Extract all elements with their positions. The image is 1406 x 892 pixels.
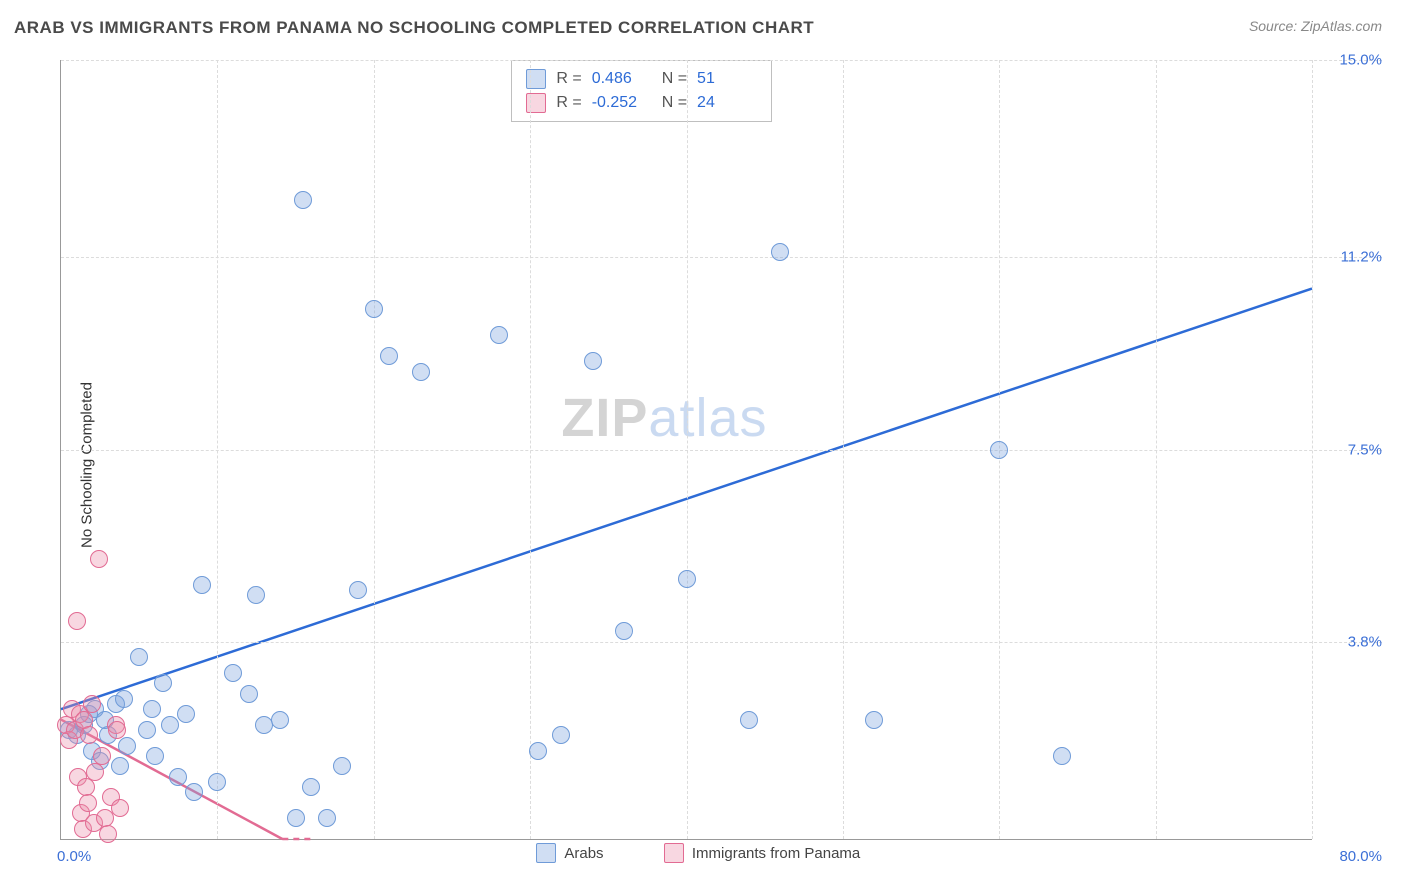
scatter-point <box>86 763 104 781</box>
scatter-point <box>529 742 547 760</box>
legend-item: Arabs <box>536 843 603 863</box>
scatter-point <box>333 757 351 775</box>
gridline-h <box>61 60 1382 61</box>
r-label: R = <box>556 94 581 112</box>
scatter-point <box>90 550 108 568</box>
gridline-v <box>217 60 218 839</box>
r-value: -0.252 <box>592 94 652 112</box>
legend-label: Arabs <box>564 845 603 862</box>
r-value: 0.486 <box>592 70 652 88</box>
chart-area: No Schooling Completed ZIPatlas R =0.486… <box>14 52 1392 878</box>
scatter-point <box>83 695 101 713</box>
r-label: R = <box>556 70 581 88</box>
scatter-point <box>552 726 570 744</box>
legend-swatch <box>664 843 684 863</box>
scatter-point <box>177 705 195 723</box>
gridline-v <box>374 60 375 839</box>
stat-row: R = -0.252 N = 24 <box>526 91 757 115</box>
chart-header: ARAB VS IMMIGRANTS FROM PANAMA NO SCHOOL… <box>0 0 1406 46</box>
gridline-v <box>530 60 531 839</box>
gridline-v <box>687 60 688 839</box>
scatter-point <box>193 576 211 594</box>
n-label: N = <box>662 70 687 88</box>
scatter-point <box>287 809 305 827</box>
scatter-point <box>365 300 383 318</box>
scatter-point <box>111 757 129 775</box>
scatter-point <box>318 809 336 827</box>
scatter-point <box>412 363 430 381</box>
scatter-point <box>185 783 203 801</box>
scatter-point <box>138 721 156 739</box>
scatter-point <box>80 726 98 744</box>
scatter-point <box>584 352 602 370</box>
scatter-point <box>99 825 117 843</box>
scatter-point <box>1053 747 1071 765</box>
scatter-point <box>865 711 883 729</box>
n-label: N = <box>662 94 687 112</box>
scatter-point <box>771 243 789 261</box>
scatter-point <box>143 700 161 718</box>
scatter-point <box>79 794 97 812</box>
scatter-point <box>130 648 148 666</box>
gridline-v <box>1312 60 1313 839</box>
stat-row: R = 0.486 N = 51 <box>526 67 757 91</box>
scatter-point <box>224 664 242 682</box>
y-tick-label: 7.5% <box>1348 441 1382 458</box>
scatter-point <box>349 581 367 599</box>
scatter-point <box>208 773 226 791</box>
scatter-point <box>294 191 312 209</box>
source-attribution: Source: ZipAtlas.com <box>1249 18 1382 34</box>
scatter-point <box>678 570 696 588</box>
y-tick-label: 11.2% <box>1341 249 1382 266</box>
scatter-point <box>240 685 258 703</box>
scatter-point <box>115 690 133 708</box>
gridline-h <box>61 642 1382 643</box>
scatter-point <box>302 778 320 796</box>
n-value: 51 <box>697 70 757 88</box>
gridline-v <box>1156 60 1157 839</box>
scatter-point <box>247 586 265 604</box>
gridline-h <box>61 450 1382 451</box>
gridline-h <box>61 257 1382 258</box>
legend-label: Immigrants from Panama <box>692 845 860 862</box>
gridline-v <box>843 60 844 839</box>
watermark: ZIPatlas <box>561 387 767 449</box>
scatter-point <box>380 347 398 365</box>
legend-item: Immigrants from Panama <box>664 843 860 863</box>
x-min-label: 0.0% <box>57 848 91 865</box>
y-tick-label: 3.8% <box>1348 633 1382 650</box>
scatter-point <box>68 612 86 630</box>
y-tick-label: 15.0% <box>1339 52 1382 69</box>
scatter-point <box>108 721 126 739</box>
scatter-point <box>169 768 187 786</box>
n-value: 24 <box>697 94 757 112</box>
scatter-point <box>615 622 633 640</box>
plot-region: ZIPatlas R =0.486N =51R =-0.252N =24 3.8… <box>60 60 1312 840</box>
scatter-point <box>161 716 179 734</box>
scatter-point <box>490 326 508 344</box>
x-max-label: 80.0% <box>1339 848 1382 865</box>
scatter-point <box>154 674 172 692</box>
scatter-point <box>740 711 758 729</box>
scatter-point <box>990 441 1008 459</box>
chart-title: ARAB VS IMMIGRANTS FROM PANAMA NO SCHOOL… <box>14 18 814 38</box>
scatter-point <box>146 747 164 765</box>
scatter-point <box>118 737 136 755</box>
correlation-stats-box: R = 0.486 N = 51 R = -0.252 N = 24 <box>511 60 772 122</box>
scatter-point <box>271 711 289 729</box>
legend-swatch <box>536 843 556 863</box>
scatter-point <box>111 799 129 817</box>
scatter-point <box>93 747 111 765</box>
